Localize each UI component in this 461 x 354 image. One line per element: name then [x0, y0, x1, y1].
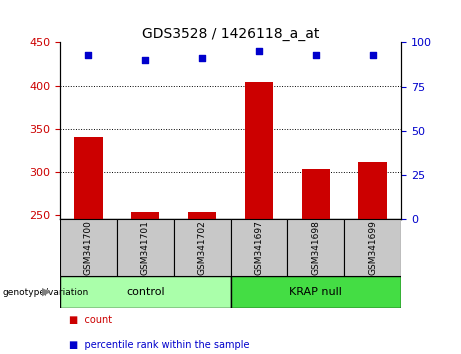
Bar — [60, 219, 117, 276]
Bar — [230, 276, 401, 308]
Bar — [287, 219, 344, 276]
Text: genotype/variation: genotype/variation — [2, 287, 89, 297]
Bar — [245, 82, 273, 219]
Bar — [174, 219, 230, 276]
Bar — [60, 276, 230, 308]
Text: ▶: ▶ — [41, 287, 50, 297]
Text: GSM341700: GSM341700 — [84, 221, 93, 275]
Point — [312, 52, 319, 58]
Text: GSM341701: GSM341701 — [141, 221, 150, 275]
Point — [142, 57, 149, 63]
Point — [85, 52, 92, 58]
Title: GDS3528 / 1426118_a_at: GDS3528 / 1426118_a_at — [142, 28, 319, 41]
Bar — [117, 219, 174, 276]
Bar — [188, 212, 216, 219]
Point — [255, 48, 263, 54]
Text: GSM341698: GSM341698 — [311, 221, 320, 275]
Bar — [301, 170, 330, 219]
Bar — [74, 137, 102, 219]
Text: ■  count: ■ count — [69, 315, 112, 325]
Text: KRAP null: KRAP null — [290, 287, 342, 297]
Bar — [358, 162, 387, 219]
Point — [198, 56, 206, 61]
Bar — [344, 219, 401, 276]
Text: GSM341702: GSM341702 — [198, 221, 207, 275]
Text: GSM341699: GSM341699 — [368, 221, 377, 275]
Bar — [230, 219, 287, 276]
Point — [369, 52, 376, 58]
Text: GSM341697: GSM341697 — [254, 221, 263, 275]
Bar — [131, 212, 160, 219]
Text: control: control — [126, 287, 165, 297]
Text: ■  percentile rank within the sample: ■ percentile rank within the sample — [69, 340, 250, 350]
